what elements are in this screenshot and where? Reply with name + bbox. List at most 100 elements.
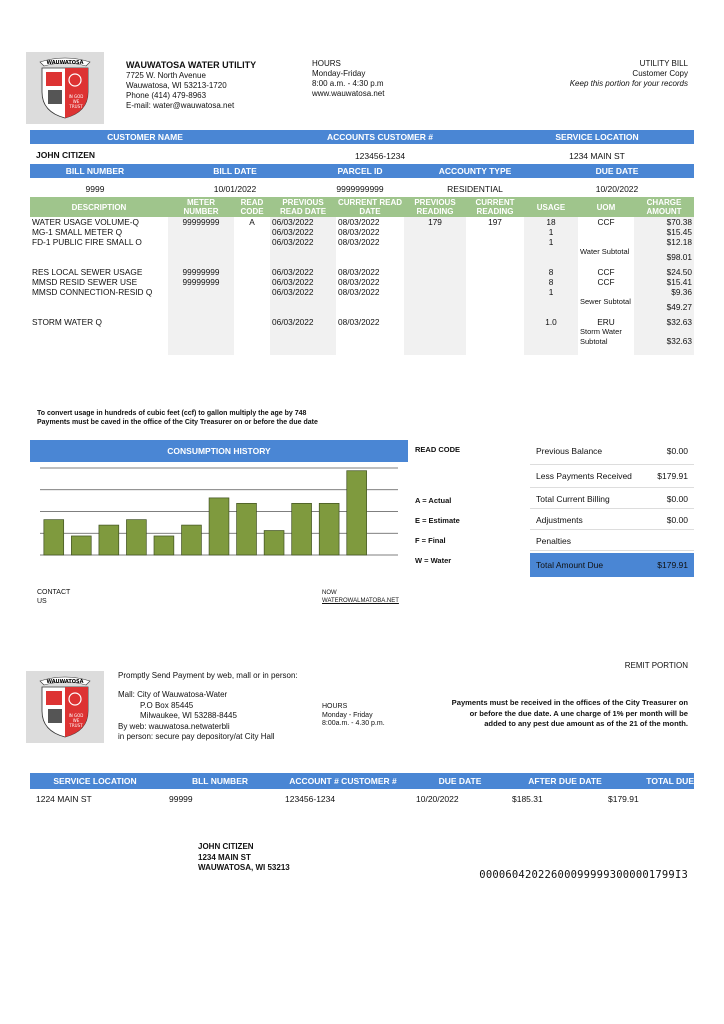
customer-account: 123456-1234: [354, 151, 406, 161]
cell: 99999999: [168, 217, 234, 227]
utility-address1: 7725 W. North Avenue: [126, 71, 206, 80]
cell: [466, 267, 524, 277]
remit-web[interactable]: By web: wauwatosa.netwaterbli: [118, 721, 230, 731]
bill-copy: Customer Copy: [632, 69, 688, 78]
cell: [234, 277, 270, 287]
remit-hours: HOURS Monday - Friday 8:00a.m. - 4.30 p.…: [322, 703, 385, 729]
subtotal-value: $32.63: [634, 327, 694, 355]
cell: [168, 247, 234, 267]
cell: [234, 247, 270, 267]
cell: [270, 327, 336, 355]
cell: $24.50: [634, 267, 694, 277]
cell: [578, 237, 634, 247]
consumption-bar-chart: [40, 467, 398, 556]
note-conversion: To convert usage in hundreds of cubic fe…: [37, 410, 307, 417]
remit-hours-title: HOURS: [322, 703, 348, 710]
account-type: RESIDENTIAL: [447, 184, 503, 194]
remit-col-account: ACCOUNT # CUSTOMER #: [289, 776, 397, 786]
cell: $15.41: [634, 277, 694, 287]
read-code-title: READ CODE: [415, 445, 461, 454]
cell: 06/03/2022: [270, 217, 336, 227]
cell: WATER USAGE VOLUME-Q: [32, 217, 139, 227]
remit-header-bar: SERVICE LOCATION BLL NUMBER ACCOUNT # CU…: [30, 773, 694, 789]
svg-text:WAUWATOSA: WAUWATOSA: [47, 679, 84, 685]
bill-header-bar: BILL NUMBER BILL DATE PARCEL ID ACCOUNTY…: [30, 164, 694, 178]
cell: [168, 227, 234, 237]
subtotal-row: Storm Water Subtotal $32.63: [30, 327, 694, 355]
col-current-read-date: CURRENT READ DATE: [336, 197, 404, 217]
contact-website-link[interactable]: WATEROWALMATOBA.NET: [322, 598, 399, 604]
cell: [466, 287, 524, 297]
cell: 08/03/2022: [338, 287, 380, 297]
city-seal-logo-remit: WAUWATOSA IN GOD WE TRUST: [26, 671, 104, 743]
cell: RES LOCAL SEWER USAGE: [32, 267, 143, 277]
table-row: MMSD RESID SEWER USE 99999999 06/03/2022 08…: [30, 277, 694, 287]
svg-text:TRUST: TRUST: [68, 104, 83, 109]
cell: [168, 287, 234, 297]
col-description: DESCRIPTION: [30, 197, 168, 217]
table-row: MMSD CONNECTION-RESID Q 06/03/2022 08/03/2…: [30, 287, 694, 297]
cell: 06/03/2022: [270, 227, 336, 237]
cell: [168, 327, 234, 355]
hours-time: 8:00 a.m. - 4:30 p.m: [312, 79, 384, 88]
remit-notice2: or before the due date. A une charge of …: [469, 708, 688, 718]
mailing-street: 1234 MAIN ST: [198, 852, 251, 862]
subtotal-label: Water Subtotal: [580, 247, 630, 256]
account-summary: Previous Balance $0.00 Less Payments Rece…: [530, 440, 694, 577]
charges-table: DESCRIPTION METER NUMBER READ CODE PREVI…: [30, 197, 694, 355]
cell: [234, 237, 270, 247]
contact-line1: CONTACT: [37, 589, 71, 596]
utility-email[interactable]: E-mail: water@wauwatosa.net: [126, 101, 235, 110]
cell: [524, 247, 578, 267]
consumption-bar: [291, 502, 312, 556]
remit-due-date: 10/20/2022: [416, 794, 459, 804]
col-current-reading: CURRENT READING: [466, 197, 524, 217]
label-bill-date: BILL DATE: [213, 166, 257, 176]
hours-days: Monday-Friday: [312, 69, 366, 78]
label-account-type: ACCOUNTY TYPE: [438, 166, 512, 176]
cell: $12.18: [634, 237, 694, 247]
bill-number: 9999: [85, 184, 105, 194]
summary-label: Less Payments Received: [536, 471, 632, 481]
cell: [168, 297, 234, 317]
summary-row: Previous Balance $0.00: [530, 440, 694, 465]
parcel-id: 9999999999: [336, 184, 384, 194]
cell: [466, 317, 524, 327]
cell: [270, 297, 336, 317]
cell: [466, 277, 524, 287]
cell: [524, 327, 578, 355]
read-code-final: F = Final: [415, 536, 446, 545]
summary-value: $179.91: [657, 471, 688, 481]
table-row: RES LOCAL SEWER USAGE 99999999 06/03/2022 0…: [30, 267, 694, 277]
cell: 06/03/2022: [270, 277, 336, 287]
subtotal-row: Water Subtotal $98.01: [30, 247, 694, 267]
svg-text:IN GOD: IN GOD: [69, 713, 84, 718]
cell: 08/03/2022: [338, 277, 380, 287]
consumption-bar: [208, 497, 230, 556]
cell: $70.38: [634, 217, 694, 227]
cell: 1: [524, 287, 578, 297]
cell: 1: [524, 227, 578, 237]
col-previous-read-date: PREVIOUS READ DATE: [270, 197, 336, 217]
cell: [404, 247, 466, 267]
cell: STORM WATER Q: [32, 317, 102, 327]
hours-web[interactable]: www.wauwatosa.net: [312, 89, 385, 98]
subtotal-row: Sewer Subtotal $49.27: [30, 297, 694, 317]
mailing-city: WAUWATOSA, WI 53213: [198, 863, 290, 872]
cell: [234, 227, 270, 237]
remit-prompt: Promptly Send Payment by web, mall or in…: [118, 671, 298, 680]
subtotal-value: $49.27: [634, 297, 694, 317]
remit-col-after-due: AFTER DUE DATE: [528, 776, 602, 786]
remit-col-due-date: DUE DATE: [438, 776, 482, 786]
cell: 179: [404, 217, 466, 227]
label-service-location: SERVICE LOCATION: [555, 132, 639, 142]
cell: 1: [524, 237, 578, 247]
cell: [404, 317, 466, 327]
svg-text:WE: WE: [73, 718, 80, 723]
mailing-name: JOHN CITIZEN: [198, 842, 254, 851]
table-row: MG-1 SMALL METER Q 06/03/2022 08/03/2022 1 $…: [30, 227, 694, 237]
summary-label: Previous Balance: [536, 446, 603, 456]
consumption-bar: [153, 535, 175, 556]
summary-row: Less Payments Received $179.91: [530, 465, 694, 488]
remit-col-service-location: SERVICE LOCATION: [53, 776, 137, 786]
